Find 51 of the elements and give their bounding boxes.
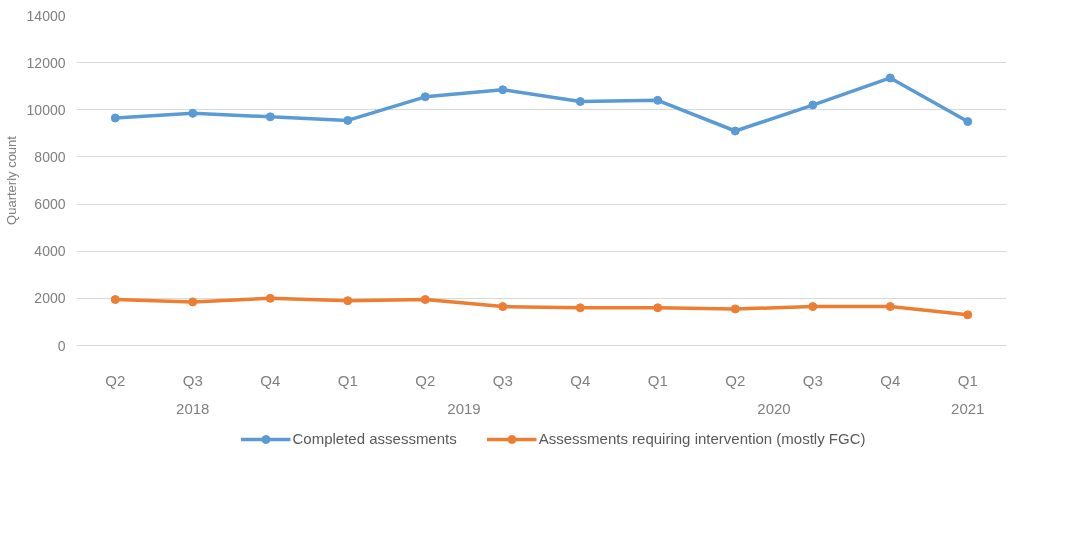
y-tick-label: 12000	[26, 54, 66, 71]
text: 2020	[757, 399, 791, 417]
x-tick-label: Q1	[647, 371, 668, 389]
x-tick-label: Q4	[570, 371, 591, 389]
point	[110, 113, 120, 123]
point	[963, 117, 973, 127]
point	[963, 310, 973, 320]
y-axis-title: Quarterly count	[3, 135, 19, 225]
x-tick-label: Q3	[802, 371, 823, 389]
point	[575, 97, 585, 107]
y-tick-label: 14000	[26, 7, 66, 24]
point	[808, 100, 818, 110]
text: 2018	[176, 399, 210, 417]
x-tick-label: Q2	[105, 371, 126, 389]
x-tick-label: Q2	[415, 371, 436, 389]
text: 2021	[951, 399, 985, 417]
legend-label: Completed assessments	[292, 430, 457, 447]
y-tick-label: 2000	[34, 290, 66, 307]
point	[110, 295, 120, 305]
point	[343, 115, 353, 125]
point	[188, 108, 198, 118]
point	[730, 126, 740, 136]
point	[885, 73, 895, 83]
point	[420, 295, 430, 305]
y-tick-label: 4000	[34, 243, 66, 260]
x-tick-label: Q4	[260, 371, 281, 389]
point	[808, 302, 818, 312]
point	[498, 302, 508, 312]
point	[498, 85, 508, 95]
x-tick-label: Q4	[880, 371, 901, 389]
y-tick-label: 6000	[34, 196, 66, 213]
x-tick-label: Q1	[957, 371, 978, 389]
point	[420, 92, 430, 102]
point	[885, 302, 895, 312]
text: 2019	[447, 399, 481, 417]
legend-label: Assessments requiring intervention (mostly FGC)	[538, 430, 866, 447]
x-tick-label: Q3	[182, 371, 203, 389]
x-tick-label: Q1	[337, 371, 358, 389]
x-tick-label: Q2	[725, 371, 746, 389]
x-tick-label: Q3	[492, 371, 513, 389]
y-tick-label: 10000	[26, 101, 66, 118]
point	[265, 293, 275, 303]
point	[653, 95, 663, 105]
point	[343, 296, 353, 306]
y-tick-label: 0	[57, 337, 66, 354]
y-tick-label: 8000	[34, 148, 66, 165]
point	[188, 297, 198, 307]
point	[653, 303, 663, 313]
point	[575, 303, 585, 313]
point	[265, 112, 275, 122]
point	[730, 304, 740, 314]
